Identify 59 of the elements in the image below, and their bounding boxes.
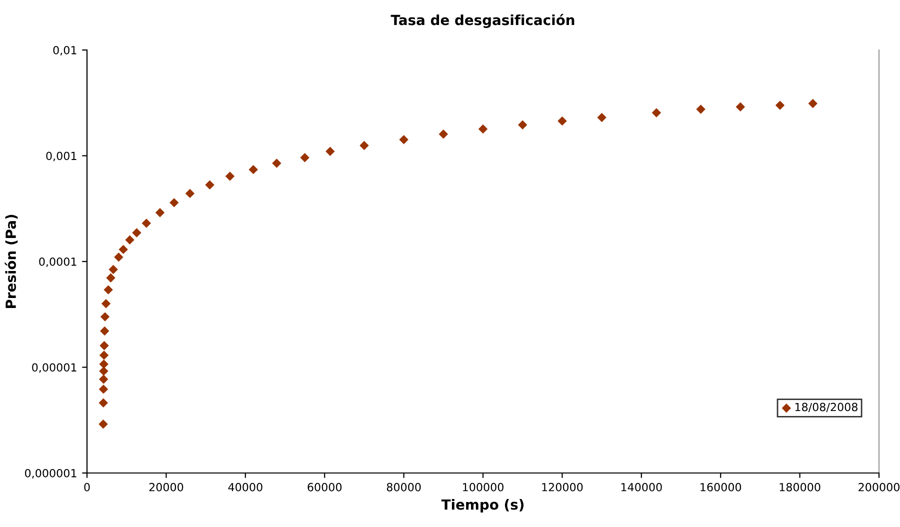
point [272, 158, 282, 168]
x-axis-title: Tiempo (s) [441, 499, 524, 512]
point [98, 398, 108, 408]
x-tick-label: 0 [84, 482, 90, 492]
x-tick-label: 20000 [149, 482, 184, 492]
point [597, 112, 606, 122]
point [808, 98, 818, 108]
point [100, 341, 109, 350]
point [300, 153, 310, 162]
x-tick-label: 160000 [700, 482, 742, 492]
point [185, 188, 195, 198]
legend-label: 18/08/2008 [795, 402, 858, 412]
point [98, 419, 108, 429]
point [99, 360, 108, 369]
point [248, 164, 258, 174]
x-tick-label: 120000 [542, 482, 583, 492]
point [478, 124, 488, 134]
point [132, 228, 142, 238]
point [205, 180, 214, 190]
y-tick-label: 0,000001 [24, 468, 76, 479]
point [326, 146, 335, 156]
point [155, 208, 165, 218]
point [100, 326, 110, 336]
point [101, 298, 111, 308]
x-tick-label: 40000 [228, 482, 262, 492]
point [736, 102, 746, 112]
y-tick-label: 0,00001 [32, 363, 76, 373]
point [696, 104, 706, 114]
y-tick-label: 0,001 [46, 152, 76, 162]
point [99, 350, 109, 360]
point [118, 244, 128, 254]
x-tick-label: 180000 [780, 482, 820, 492]
point [399, 135, 408, 144]
point [108, 264, 118, 274]
x-tick-label: 140000 [621, 482, 662, 492]
y-axis-title: Presión (Pa) [4, 214, 18, 308]
point [98, 374, 108, 384]
point [360, 140, 369, 150]
x-tick-label: 200000 [858, 482, 900, 492]
point [106, 273, 116, 282]
point [142, 218, 152, 228]
y-tick-label: 0,0001 [39, 257, 76, 268]
point [225, 172, 235, 181]
point [98, 384, 108, 394]
x-tick-label: 80000 [386, 482, 421, 492]
point [104, 285, 113, 294]
point [652, 108, 662, 118]
y-tick-label: 0,01 [53, 46, 76, 56]
point [100, 312, 110, 322]
chart-title: Tasa de desgasificación [390, 14, 574, 28]
point [558, 116, 567, 126]
x-tick-label: 100000 [463, 482, 504, 492]
point [125, 235, 134, 245]
point [775, 100, 785, 110]
point [518, 120, 528, 130]
point [170, 198, 179, 208]
point [438, 130, 448, 139]
point [114, 252, 124, 262]
x-tick-label: 60000 [308, 482, 342, 492]
